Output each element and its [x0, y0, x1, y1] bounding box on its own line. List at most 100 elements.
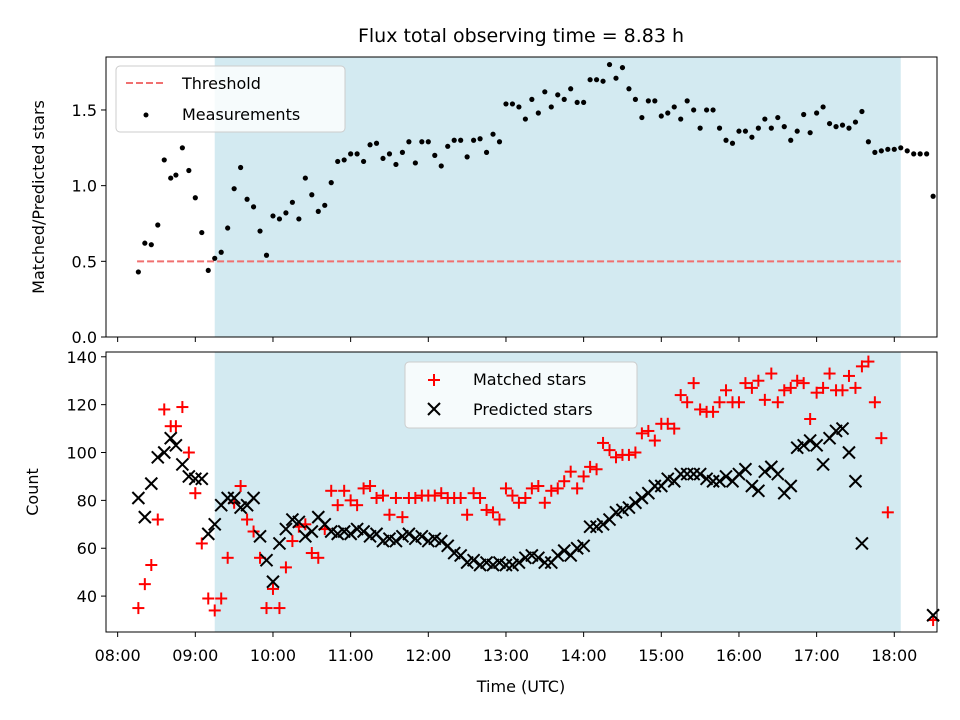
matched-star-point — [176, 401, 189, 414]
matched-star-point — [351, 499, 364, 512]
matched-stars-points — [132, 355, 940, 627]
x-tick-label: 15:00 — [638, 646, 684, 665]
matched-star-point — [480, 503, 493, 516]
predicted-star-point — [169, 438, 183, 453]
y-tick-label: 80 — [77, 491, 97, 510]
measurement-point — [839, 122, 846, 128]
matched-star-point — [499, 482, 512, 495]
measurement-point — [600, 78, 606, 84]
matched-star-point — [584, 460, 597, 473]
matched-star-point — [551, 482, 564, 495]
y-tick-label: 100 — [66, 444, 97, 463]
measurement-point — [924, 151, 930, 157]
measurement-point — [755, 125, 761, 131]
measurement-point — [471, 137, 477, 143]
measurement-point — [846, 125, 852, 131]
measurement-point — [814, 110, 820, 116]
matched-star-point — [739, 377, 752, 390]
predicted-star-point — [292, 515, 306, 529]
matched-star-point — [158, 403, 171, 416]
matched-star-point — [732, 396, 745, 409]
predicted-star-point — [195, 472, 209, 486]
measurement-point — [354, 151, 360, 157]
measurement-point — [386, 151, 393, 157]
matched-star-point — [132, 602, 145, 615]
measurement-point — [736, 128, 742, 134]
matched-star-point — [331, 499, 344, 512]
measurement-point — [671, 104, 677, 110]
measurement-point — [639, 114, 645, 121]
predicted-star-point — [596, 517, 610, 532]
predicted-star-point — [686, 467, 701, 481]
measurement-point — [302, 175, 308, 181]
matched-star-point — [234, 480, 247, 493]
predicted-star-point — [751, 484, 766, 498]
matched-star-point — [435, 487, 448, 500]
measurement-point — [283, 210, 289, 216]
measurement-point — [535, 110, 541, 116]
predicted-star-point — [201, 527, 215, 541]
measurement-points — [135, 61, 936, 275]
predicted-star-point — [356, 524, 371, 539]
predicted-star-point — [259, 553, 274, 567]
measurement-point — [348, 151, 354, 157]
predicted-star-point — [622, 500, 636, 515]
measurement-point — [399, 149, 406, 155]
predicted-star-point — [538, 555, 552, 570]
matched-star-point — [279, 561, 292, 574]
predicted-star-point — [674, 467, 688, 481]
measurement-point — [852, 119, 859, 125]
y-tick-label: 140 — [66, 348, 97, 367]
top-axes-frame — [105, 56, 938, 338]
matched-star-point — [145, 558, 158, 571]
matched-star-point — [305, 547, 318, 560]
bottom-legend-box — [404, 361, 638, 429]
measurement-point — [451, 137, 457, 143]
matched-star-point — [519, 491, 532, 504]
matched-star-point — [668, 422, 681, 435]
measurement-point — [632, 96, 639, 102]
measurement-point — [885, 146, 891, 152]
matched-star-point — [461, 508, 474, 521]
predicted-star-point — [551, 548, 565, 563]
predicted-star-point — [648, 479, 662, 493]
measurement-point — [179, 145, 185, 151]
predicted-star-point — [583, 519, 597, 534]
measurement-point — [483, 149, 490, 155]
measurement-point — [716, 125, 723, 131]
matched-star-point — [383, 508, 396, 521]
measurement-point — [684, 98, 690, 104]
measurement-point — [859, 108, 865, 115]
matched-star-point — [338, 484, 351, 497]
bottom-axes-frame — [105, 351, 938, 633]
top-y-axis-ticks: 0.0 0.5 1.0 1.5 — [72, 101, 106, 347]
predicted-star-point — [848, 474, 863, 488]
measurement-point — [192, 195, 198, 201]
matched-star-point — [525, 482, 538, 495]
measurement-point — [309, 192, 315, 198]
matched-star-point — [855, 360, 868, 373]
predicted-star-point — [693, 467, 707, 481]
measurement-point — [490, 131, 496, 137]
measurement-point — [723, 137, 729, 143]
measurement-point — [173, 172, 179, 178]
measurement-point — [296, 216, 302, 222]
predicted-star-point — [188, 472, 203, 486]
measurement-point — [161, 157, 167, 163]
matched-star-point — [694, 403, 707, 416]
matched-star-point — [713, 396, 726, 409]
measurement-point — [155, 222, 161, 228]
measurement-point — [820, 104, 826, 110]
measurement-point — [917, 151, 923, 157]
measurement-point — [412, 160, 418, 166]
legend-predicted-label: Predicted stars — [473, 400, 593, 419]
x-axis-label: Time (UTC) — [476, 677, 565, 696]
predicted-star-point — [809, 438, 824, 453]
predicted-star-point — [835, 421, 850, 436]
matched-star-point — [597, 436, 610, 449]
measurement-point — [762, 116, 768, 122]
measurement-point — [205, 267, 211, 274]
matched-star-point — [797, 377, 810, 390]
measurement-point — [691, 107, 697, 113]
measurement-point — [199, 229, 205, 236]
